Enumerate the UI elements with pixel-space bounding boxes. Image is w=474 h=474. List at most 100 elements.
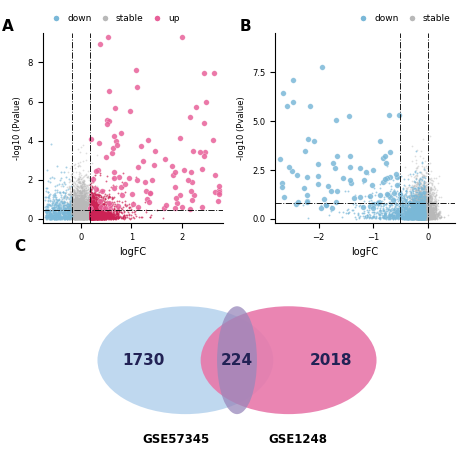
Point — [409, 206, 417, 213]
Point — [413, 208, 420, 215]
Point — [74, 214, 82, 222]
Point — [418, 211, 425, 219]
Point — [427, 214, 435, 221]
Point — [90, 208, 97, 215]
Point — [85, 215, 92, 223]
Point — [416, 207, 424, 215]
Point — [419, 209, 427, 216]
Point — [77, 206, 84, 213]
Point — [95, 202, 102, 210]
Point — [76, 186, 83, 194]
Point — [55, 201, 63, 209]
Point — [70, 210, 77, 218]
Point — [61, 198, 69, 206]
Point — [100, 215, 108, 222]
Point — [411, 204, 419, 212]
Point — [81, 205, 89, 212]
Point — [412, 213, 419, 220]
Point — [420, 182, 428, 189]
Point — [419, 200, 427, 207]
Point — [70, 186, 78, 193]
Point — [407, 208, 414, 216]
Point — [410, 211, 418, 219]
Point — [408, 208, 415, 215]
Point — [77, 212, 85, 219]
Point — [74, 183, 82, 191]
Point — [94, 213, 102, 221]
Point — [416, 209, 424, 217]
Point — [80, 210, 87, 218]
Point — [95, 200, 102, 207]
Point — [93, 214, 100, 221]
Point — [64, 206, 71, 214]
Point — [424, 213, 431, 221]
Point — [88, 214, 95, 221]
Point — [93, 213, 101, 221]
Point — [425, 211, 433, 219]
Point — [410, 206, 417, 213]
Point — [71, 212, 78, 220]
Point — [419, 205, 426, 212]
Point — [67, 198, 75, 205]
Point — [406, 210, 414, 218]
Point — [79, 195, 87, 202]
Point — [79, 202, 87, 210]
Point — [422, 201, 429, 209]
Point — [422, 207, 430, 215]
Point — [80, 179, 87, 186]
Point — [409, 214, 417, 221]
Point — [78, 209, 86, 217]
Point — [78, 211, 85, 219]
Point — [417, 191, 424, 198]
Point — [400, 199, 407, 206]
Point — [72, 195, 80, 203]
Point — [418, 205, 426, 213]
Point — [54, 198, 61, 206]
Point — [114, 213, 121, 220]
Point — [406, 213, 414, 221]
Point — [84, 215, 92, 222]
Point — [63, 213, 71, 220]
Point — [425, 193, 432, 201]
Point — [61, 212, 68, 219]
Point — [422, 196, 429, 203]
Point — [417, 213, 424, 221]
Point — [410, 191, 417, 199]
Point — [411, 214, 419, 221]
Point — [77, 211, 84, 219]
Point — [420, 200, 428, 207]
Point — [68, 210, 76, 217]
Point — [419, 214, 427, 222]
Point — [387, 190, 395, 198]
Point — [87, 202, 94, 210]
Point — [102, 215, 110, 222]
Point — [82, 214, 89, 221]
Point — [415, 208, 423, 215]
Point — [418, 214, 425, 222]
Point — [72, 208, 80, 215]
Point — [88, 211, 95, 219]
Point — [428, 198, 436, 206]
Point — [304, 173, 311, 181]
Point — [419, 195, 426, 203]
Point — [86, 212, 94, 220]
Point — [100, 205, 108, 213]
Point — [417, 208, 424, 216]
Point — [79, 205, 86, 213]
Point — [413, 204, 421, 212]
Point — [422, 212, 430, 219]
Point — [417, 210, 425, 218]
Point — [376, 206, 383, 213]
Point — [417, 197, 424, 205]
Point — [415, 195, 423, 202]
Point — [279, 89, 287, 97]
Point — [419, 214, 427, 222]
Point — [432, 214, 439, 221]
Point — [379, 213, 387, 221]
Point — [425, 214, 432, 221]
Point — [416, 214, 423, 222]
Point — [414, 213, 421, 221]
Point — [413, 191, 420, 199]
Point — [85, 211, 92, 219]
Point — [409, 206, 416, 213]
